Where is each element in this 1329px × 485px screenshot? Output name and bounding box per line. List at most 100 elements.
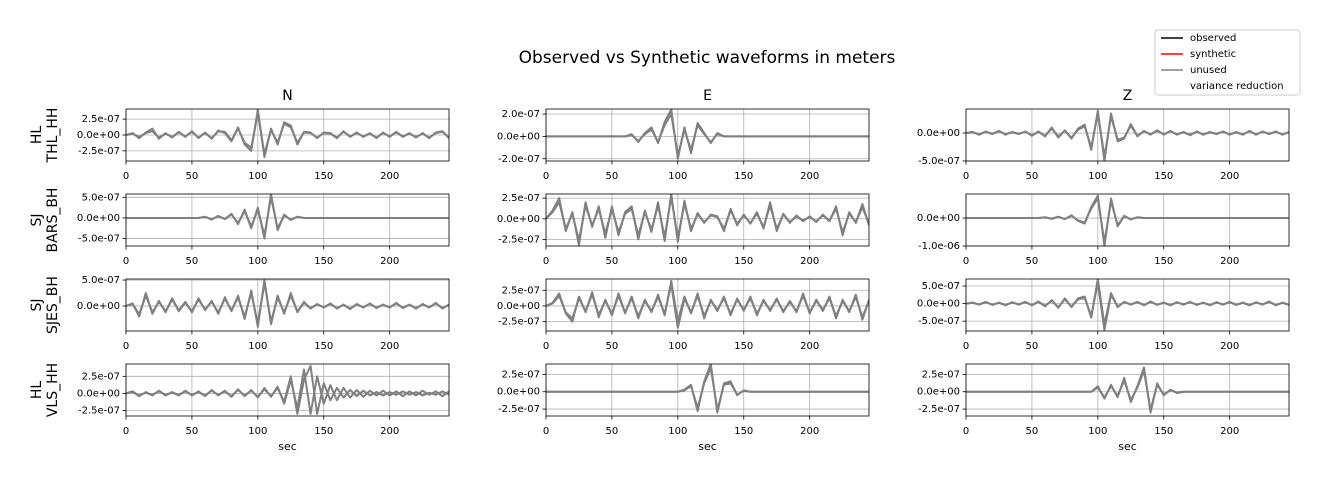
x-tick-label: 200 — [1220, 341, 1239, 352]
waveform — [126, 109, 449, 159]
y-tick-label: 2.5e-07 — [502, 193, 540, 204]
x-tick-label: 200 — [380, 426, 399, 437]
x-tick-label: 0 — [123, 171, 129, 182]
waveform — [546, 283, 869, 329]
x-tick-label: 150 — [314, 341, 333, 352]
x-tick-label: 50 — [186, 171, 199, 182]
y-tick-label: 0.0e+00 — [917, 128, 960, 139]
x-tick-label: 0 — [123, 256, 129, 267]
waveform — [966, 281, 1289, 331]
plot-area — [126, 279, 449, 328]
axes-frame — [125, 363, 450, 417]
y-axis-label: VLS_HH — [45, 363, 61, 417]
x-tick-label: 150 — [314, 256, 333, 267]
figure-title: Observed vs Synthetic waveforms in meter… — [519, 48, 896, 68]
x-tick-label: 100 — [1088, 256, 1107, 267]
x-tick-label: 150 — [1154, 171, 1173, 182]
y-tick-label: 2.5e-07 — [502, 285, 540, 296]
y-tick-label: 0.0e+00 — [497, 214, 540, 225]
y-tick-label: -2.0e-07 — [498, 154, 540, 165]
waveform — [546, 367, 869, 411]
panel-title: Z — [1123, 88, 1133, 104]
x-tick-label: 50 — [606, 341, 619, 352]
x-tick-label: 150 — [314, 426, 333, 437]
plot-area — [126, 194, 449, 240]
x-tick-label: 0 — [963, 171, 969, 182]
x-tick-label: 150 — [314, 171, 333, 182]
y-tick-label: 0.0e+00 — [497, 387, 540, 398]
y-tick-label: -5.0e-07 — [918, 156, 960, 167]
legend-box — [1154, 29, 1301, 96]
x-tick-label: 100 — [668, 341, 687, 352]
x-tick-label: 150 — [734, 426, 753, 437]
x-tick-label: 100 — [248, 341, 267, 352]
y-axis-label: SJ — [29, 213, 45, 226]
x-tick-label: 200 — [1220, 171, 1239, 182]
y-tick-label: -2.5e-07 — [918, 404, 960, 415]
x-tick-label: 100 — [668, 426, 687, 437]
axes-frame — [125, 108, 450, 162]
y-axis-label: BARS_BH — [45, 188, 61, 253]
y-tick-label: 2.5e-07 — [922, 369, 960, 380]
plot-area — [546, 364, 869, 414]
axes-frame — [545, 108, 870, 162]
axes-frame — [545, 278, 870, 332]
axes-frame — [125, 278, 450, 332]
axes-frame — [965, 278, 1290, 332]
axes-frame — [965, 193, 1290, 247]
x-tick-label: 150 — [734, 171, 753, 182]
x-tick-label: 100 — [1088, 426, 1107, 437]
waveform — [546, 196, 869, 242]
x-axis-label: sec — [278, 440, 297, 453]
waveform — [966, 112, 1289, 158]
x-tick-label: 0 — [963, 426, 969, 437]
plot-area — [966, 279, 1289, 331]
panel-title: N — [282, 88, 292, 104]
x-tick-label: 50 — [186, 341, 199, 352]
y-tick-label: -2.5e-07 — [498, 234, 540, 245]
x-tick-label: 100 — [248, 256, 267, 267]
y-tick-label: -2.5e-07 — [498, 317, 540, 328]
waveform — [546, 113, 869, 157]
x-tick-label: 50 — [1026, 426, 1039, 437]
plot-area — [966, 366, 1289, 414]
y-axis-label: HL — [29, 126, 45, 145]
x-tick-label: 100 — [248, 171, 267, 182]
waveform — [966, 109, 1289, 161]
y-tick-label: -5.0e-07 — [918, 316, 960, 327]
axes-frame — [545, 363, 870, 417]
y-axis-label: THL_HH — [45, 108, 61, 164]
x-tick-label: 0 — [963, 341, 969, 352]
y-tick-label: 0.0e+00 — [497, 301, 540, 312]
x-tick-label: 200 — [380, 171, 399, 182]
plot-area — [126, 365, 449, 415]
x-tick-label: 100 — [668, 171, 687, 182]
waveform — [126, 194, 449, 240]
x-tick-label: 200 — [800, 341, 819, 352]
x-axis-label: sec — [698, 440, 717, 453]
y-tick-label: 2.5e-07 — [502, 369, 540, 380]
y-tick-label: 0.0e+00 — [497, 131, 540, 142]
plot-area — [966, 109, 1289, 161]
panel-title: E — [703, 88, 712, 104]
y-tick-label: 0.0e+00 — [917, 299, 960, 310]
x-tick-label: 0 — [123, 426, 129, 437]
x-tick-label: 50 — [606, 426, 619, 437]
waveform — [966, 194, 1289, 246]
y-axis-label: HL — [29, 381, 45, 400]
waveform — [126, 111, 449, 156]
y-tick-label: 2.0e-07 — [502, 109, 540, 120]
legend-label: variance reduction — [1190, 81, 1284, 92]
x-tick-label: 100 — [1088, 171, 1107, 182]
x-tick-label: 100 — [668, 256, 687, 267]
y-tick-label: 5.0e-07 — [922, 281, 960, 292]
axes-frame — [545, 193, 870, 247]
y-tick-label: 0.0e+00 — [917, 387, 960, 398]
x-tick-label: 50 — [606, 256, 619, 267]
x-tick-label: 150 — [734, 341, 753, 352]
y-tick-label: 5.0e-07 — [82, 275, 120, 286]
x-tick-label: 0 — [543, 341, 549, 352]
y-tick-label: -2.5e-07 — [78, 146, 120, 157]
